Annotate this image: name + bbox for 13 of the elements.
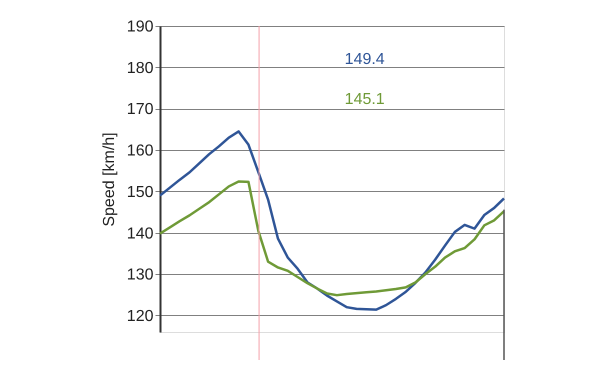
y-tick-label: 190 (126, 18, 154, 36)
annotation: 149.4 (344, 51, 385, 68)
annotation: 145.1 (344, 91, 385, 108)
line-series (158, 180, 506, 296)
y-axis-title: Speed [km/h] (100, 132, 118, 227)
line-series (158, 130, 506, 311)
y-tick-label: 170 (126, 101, 154, 118)
y-tick-label: 130 (126, 266, 154, 284)
y-tick-label: 160 (126, 142, 154, 160)
y-tick-label: 120 (126, 308, 154, 325)
y-tick-label: 180 (126, 60, 154, 77)
y-tick-label: 150 (126, 184, 154, 201)
y-tick-label: 140 (126, 225, 154, 242)
